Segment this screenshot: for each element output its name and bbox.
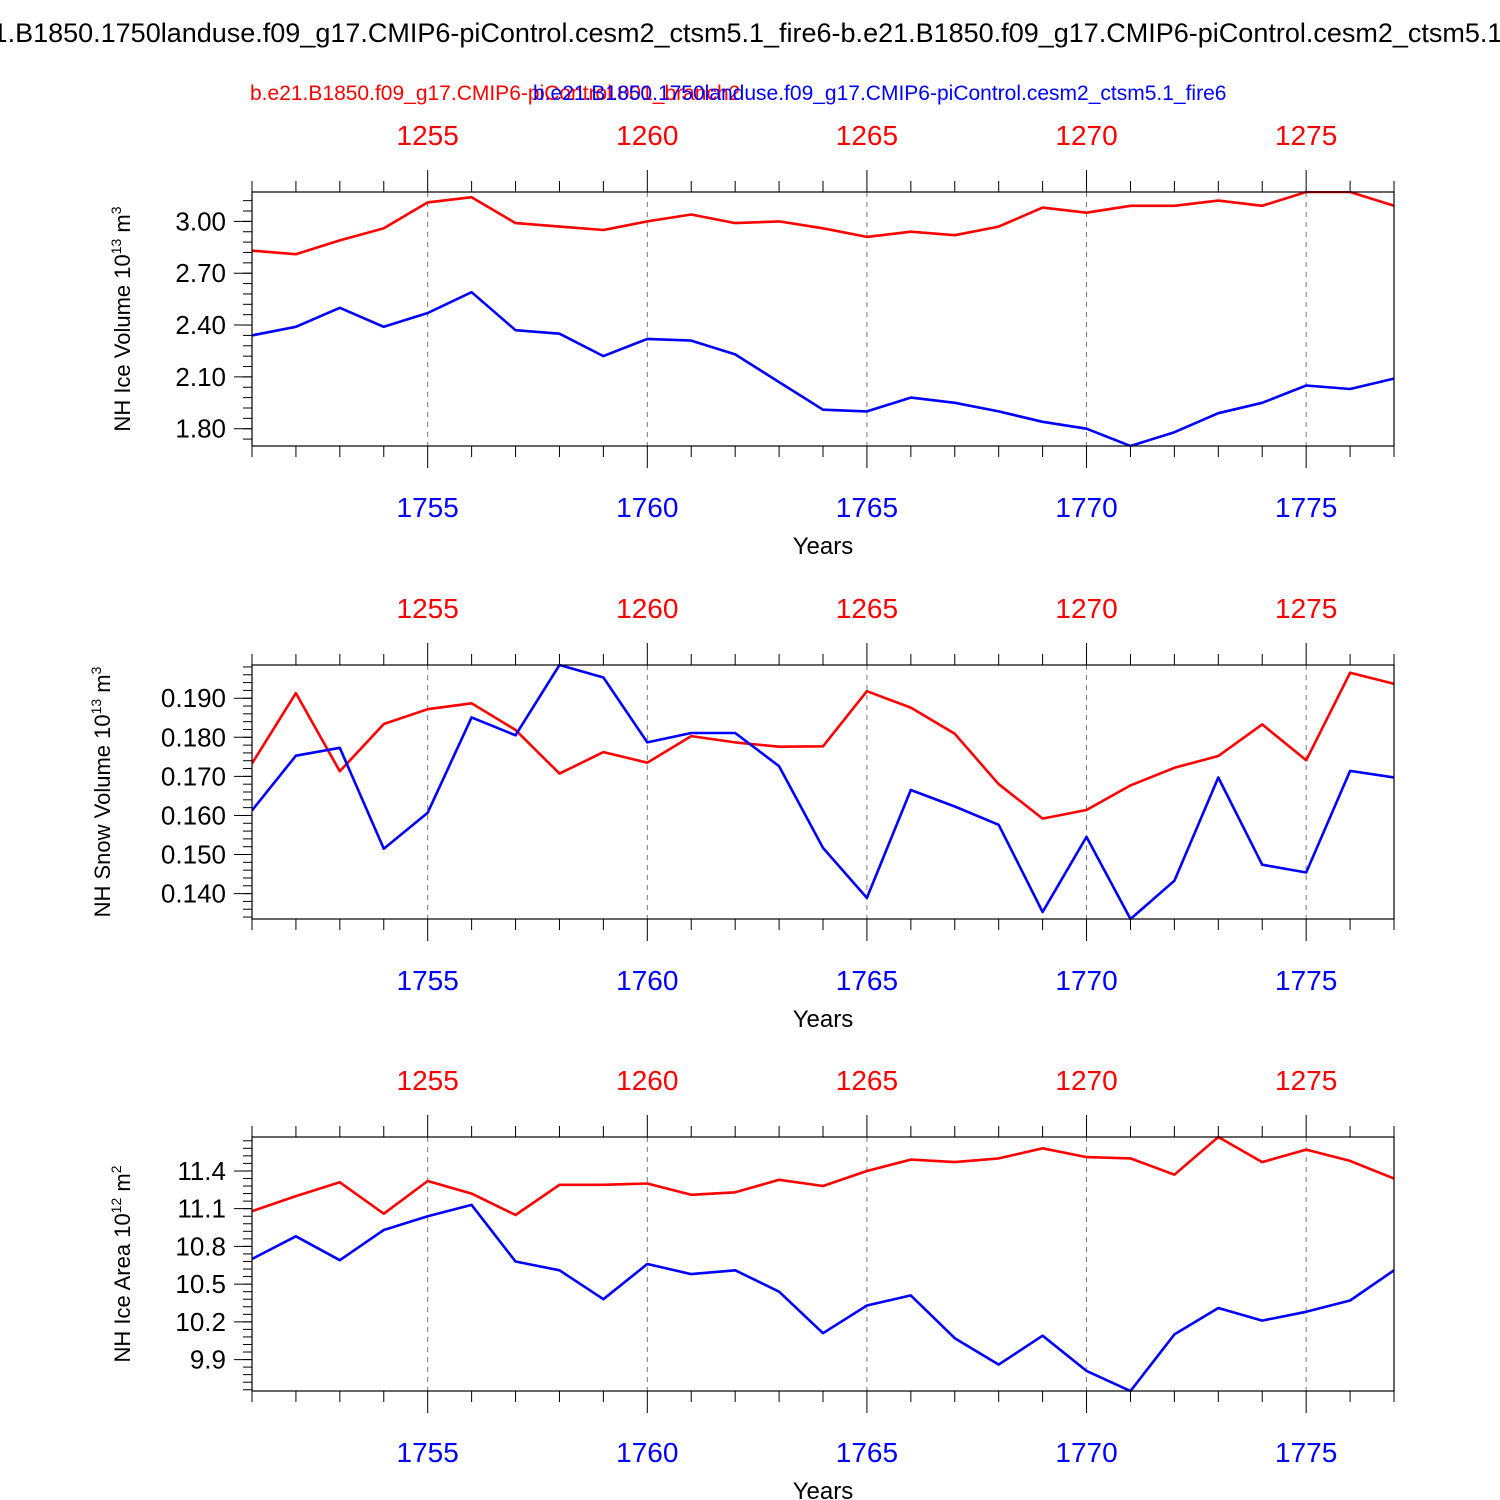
x-tick-label-bottom: 1765 [836, 492, 898, 523]
chart-title: b.e21.B1850.1750landuse.f09_g17.CMIP6-pi… [0, 18, 1500, 48]
y-tick-label: 0.140 [161, 879, 226, 909]
x-tick-label-top: 1270 [1055, 1065, 1117, 1096]
x-tick-label-bottom: 1755 [397, 492, 459, 523]
y-tick-label: 10.8 [175, 1231, 226, 1261]
x-tick-label-bottom: 1775 [1275, 1437, 1337, 1468]
y-tick-label: 10.5 [175, 1269, 226, 1299]
x-tick-label-bottom: 1765 [836, 1437, 898, 1468]
series-line-blue [252, 664, 1394, 920]
y-axis-label: NH Ice Volume 1013 m3 [108, 206, 135, 431]
y-tick-label: 0.190 [161, 683, 226, 713]
x-tick-label-top: 1255 [397, 120, 459, 151]
x-tick-label-bottom: 1765 [836, 965, 898, 996]
legend-series-a: b.e21.B1850.f09_g17.CMIP6-piControl.001_… [250, 82, 741, 105]
y-tick-label: 2.10 [175, 362, 226, 392]
y-tick-label: 11.1 [177, 1194, 226, 1224]
y-axis-label: NH Snow Volume 1013 m3 [88, 666, 115, 917]
x-tick-label-top: 1275 [1275, 1065, 1337, 1096]
legend-series-b: b.e21.B1850.1750landuse.f09_g17.CMIP6-pi… [533, 82, 1227, 105]
panel-3: 9.9 10.2 10.5 10.8 11.1 11.4 1755 1255 1760 1260 1… [108, 1065, 1395, 1500]
y-axis-label: NH Ice Area 1012 m2 [108, 1165, 135, 1362]
x-tick-label-top: 1260 [616, 1065, 678, 1096]
y-tick-label: 0.150 [161, 840, 226, 870]
plot-frame [251, 191, 1395, 447]
y-tick-label: 0.160 [161, 800, 226, 830]
x-tick-label-top: 1265 [836, 120, 898, 151]
series-line-blue [252, 1203, 1394, 1392]
plot-frame [251, 1136, 1395, 1392]
x-tick-label-bottom: 1760 [616, 492, 678, 523]
x-tick-label-bottom: 1770 [1055, 492, 1117, 523]
x-tick-label-bottom: 1775 [1275, 492, 1337, 523]
x-tick-label-bottom: 1760 [616, 965, 678, 996]
panel-2: 0.140 0.150 0.160 0.170 0.180 0.190 1755 1255 17… [88, 593, 1395, 1033]
y-tick-label: 1.80 [175, 414, 226, 444]
y-tick-label: 2.40 [175, 310, 226, 340]
y-tick-label: 11.4 [177, 1156, 226, 1186]
x-tick-label-bottom: 1775 [1275, 965, 1337, 996]
y-tick-label: 0.170 [161, 761, 226, 791]
x-tick-label-top: 1255 [397, 593, 459, 624]
y-tick-label: 9.9 [190, 1345, 226, 1375]
plot-frame [251, 664, 1395, 920]
x-axis-label: Years [793, 1006, 854, 1033]
x-tick-label-top: 1265 [836, 1065, 898, 1096]
x-tick-label-top: 1260 [616, 593, 678, 624]
x-tick-label-top: 1260 [616, 120, 678, 151]
x-tick-label-top: 1275 [1275, 120, 1337, 151]
x-tick-label-bottom: 1755 [397, 1437, 459, 1468]
y-tick-label: 2.70 [175, 258, 226, 288]
x-tick-label-top: 1270 [1055, 120, 1117, 151]
y-tick-label: 10.2 [175, 1307, 226, 1337]
y-tick-label: 0.180 [161, 722, 226, 752]
x-tick-label-bottom: 1755 [397, 965, 459, 996]
x-tick-label-top: 1255 [397, 1065, 459, 1096]
y-tick-label: 3.00 [175, 206, 226, 236]
x-tick-label-bottom: 1770 [1055, 1437, 1117, 1468]
x-tick-label-bottom: 1760 [616, 1437, 678, 1468]
x-tick-label-top: 1275 [1275, 593, 1337, 624]
x-axis-label: Years [793, 533, 854, 560]
panel-1: 1.80 2.10 2.40 2.70 3.00 1755 1255 1760 1260 1765… [108, 120, 1395, 560]
x-axis-label: Years [793, 1478, 854, 1500]
x-tick-label-top: 1270 [1055, 593, 1117, 624]
series-line-red [252, 1136, 1394, 1217]
x-tick-label-top: 1265 [836, 593, 898, 624]
series-line-red [252, 191, 1394, 256]
series-line-blue [252, 290, 1394, 447]
x-tick-label-bottom: 1770 [1055, 965, 1117, 996]
series-line-red [252, 671, 1394, 820]
